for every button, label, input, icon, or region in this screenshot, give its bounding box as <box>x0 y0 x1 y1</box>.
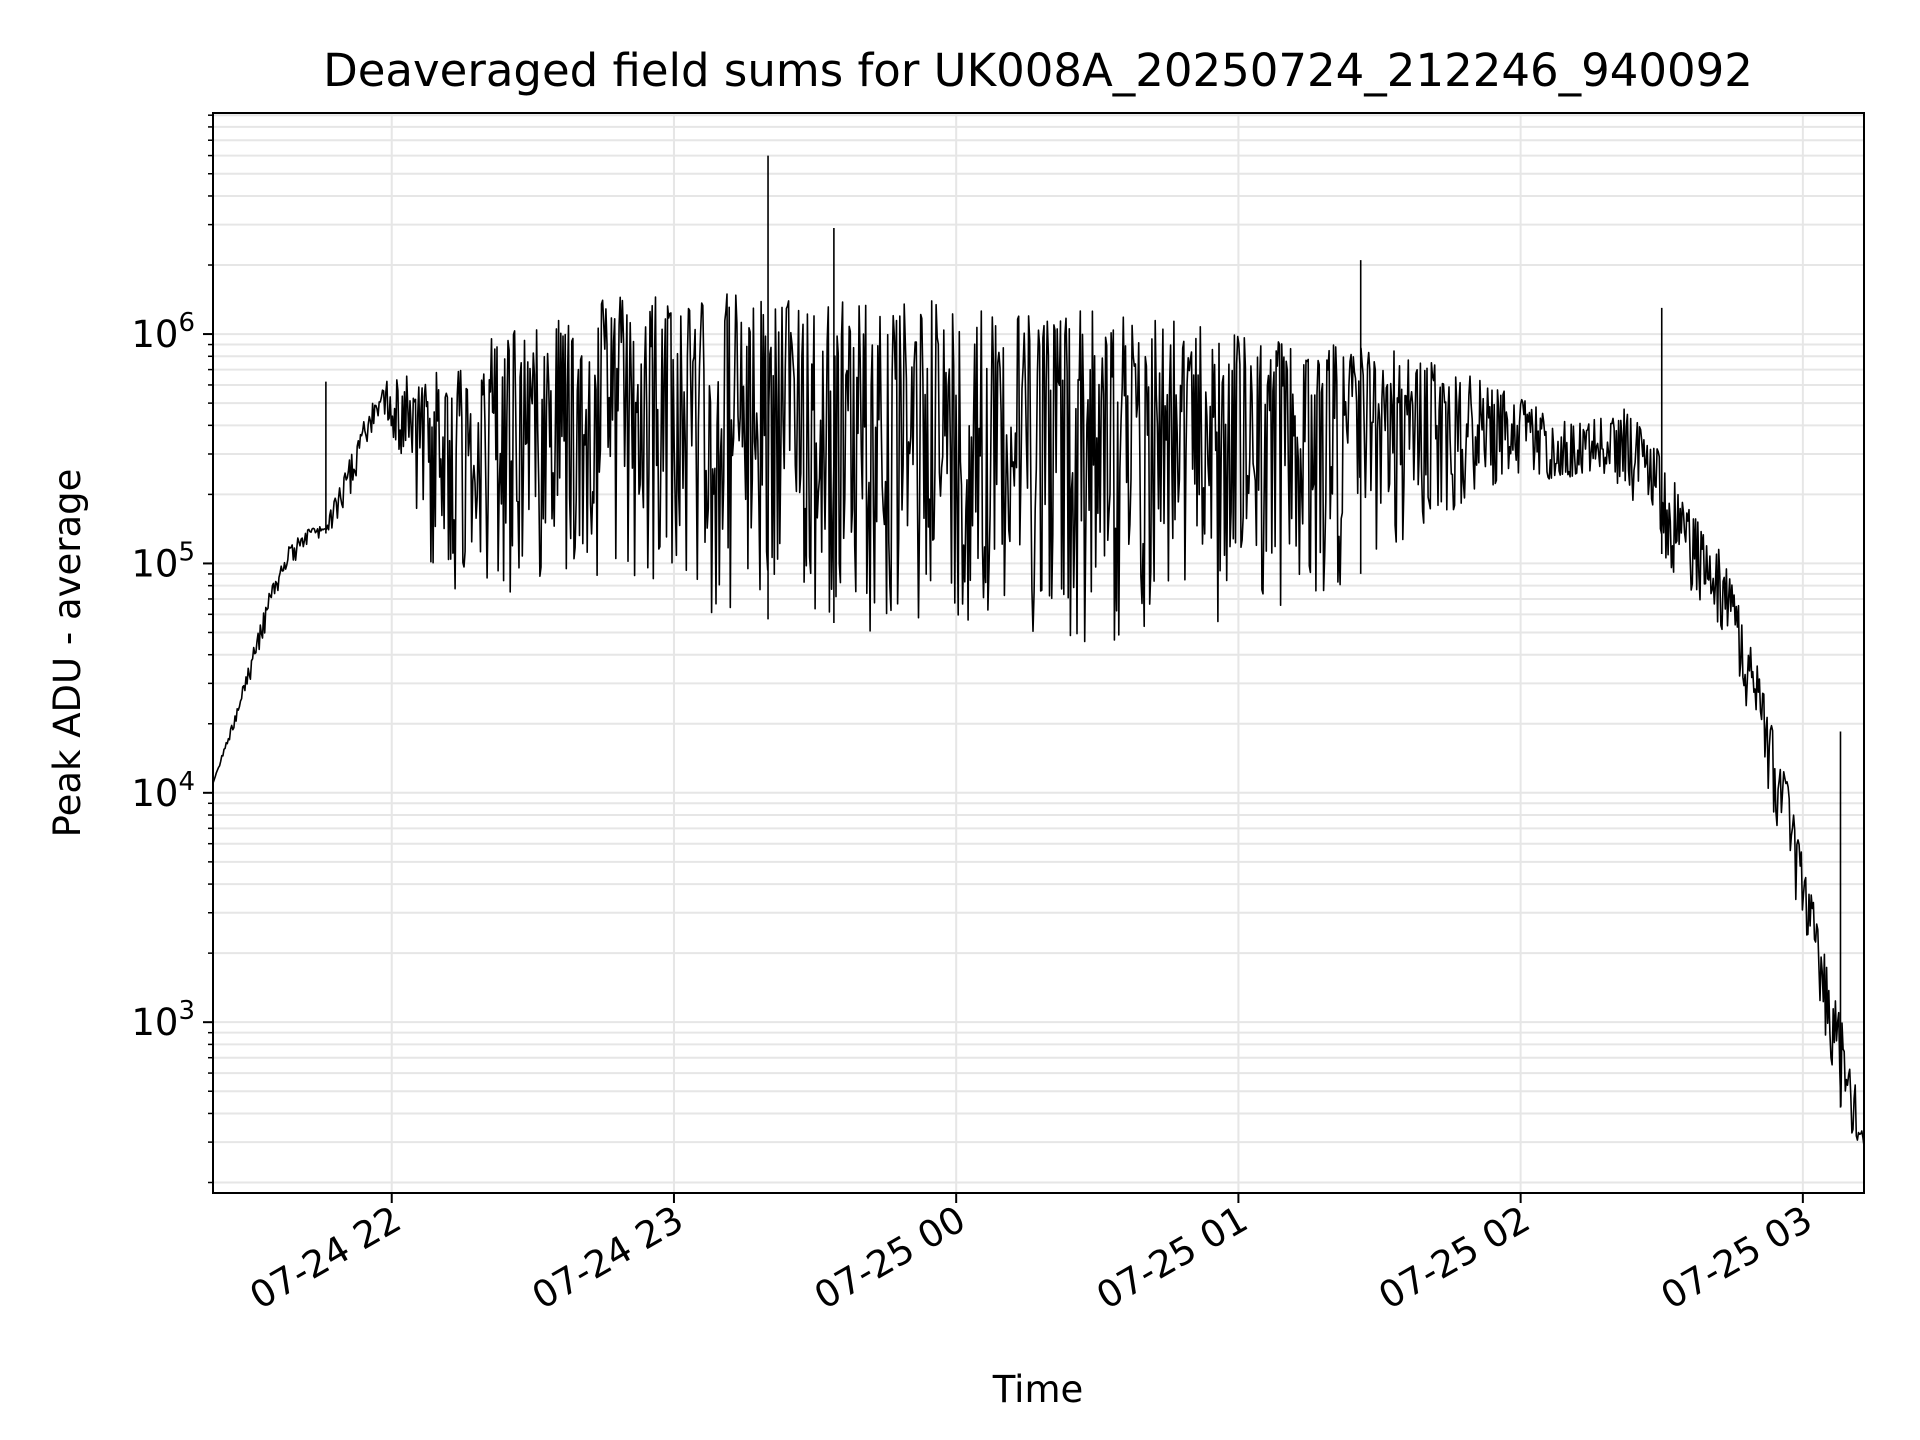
series-layer <box>212 155 1865 1147</box>
y-tick-label: 106 <box>131 308 195 356</box>
series-line <box>212 293 1865 1147</box>
y-tick-label: 103 <box>131 996 195 1044</box>
x-axis-label: Time <box>992 1368 1084 1411</box>
y-axis-label: Peak ADU - average <box>46 469 89 838</box>
grid <box>213 113 1864 1193</box>
chart-title: Deaveraged field sums for UK008A_2025072… <box>323 44 1753 97</box>
y-axis-ticks: 103 104 105 106 <box>131 114 213 1184</box>
plot-area-frame <box>212 112 1865 1194</box>
y-tick-label: 104 <box>131 767 195 815</box>
y-tick-label: 105 <box>131 537 195 585</box>
